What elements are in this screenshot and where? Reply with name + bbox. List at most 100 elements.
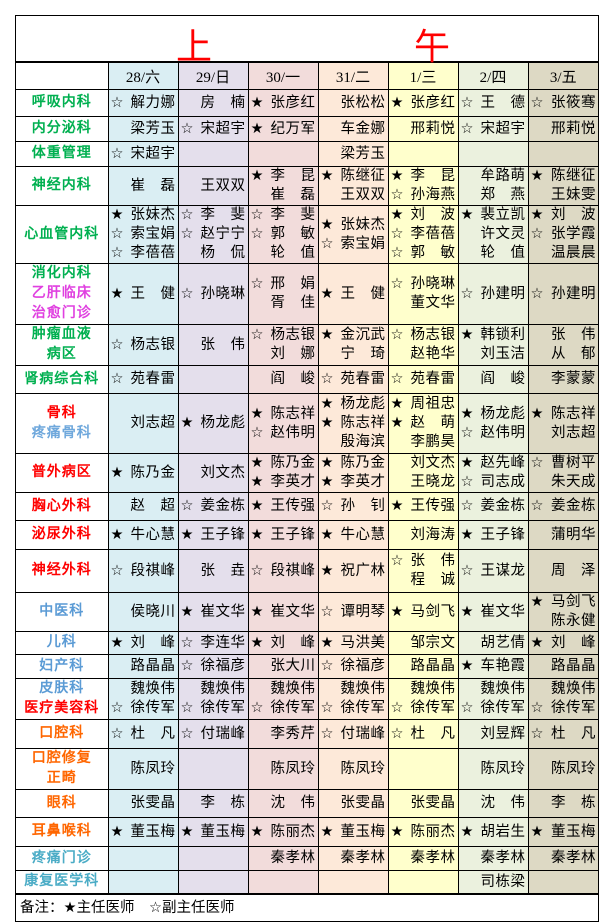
doctor-name: ★纪万军 (250, 120, 316, 137)
schedule-cell: 刘志超 (107, 393, 179, 454)
doctor-name: 张 伟 (551, 327, 596, 343)
doctor-name: 魏焕伟 (410, 681, 456, 697)
doctor-name: ★李英才 (250, 474, 316, 490)
schedule-cell: ☆杜 凡 (387, 719, 459, 749)
schedule-cell (527, 141, 598, 167)
doctor-entry: ★陈志祥 (251, 405, 316, 424)
doctor-name: 程 诚 (410, 572, 456, 588)
doctor-entry: 王双双 (181, 177, 246, 196)
doctor-name: ★崔文华 (180, 603, 246, 620)
doctor-name: ☆宋超宇 (110, 145, 176, 162)
doctor-entry: ☆姜金栋 (181, 497, 246, 516)
doctor-entry: ★陈乃金 (111, 464, 176, 483)
schedule-cell (247, 870, 319, 894)
doctor-entry: ☆张 伟 (391, 552, 456, 571)
schedule-cell: ★董玉梅 (317, 817, 389, 847)
doctor-name: 邢莉悦 (410, 120, 456, 137)
doctor-entry: ★陈志祥 (531, 405, 597, 424)
schedule-cell: ☆宋超宇 (107, 141, 179, 167)
schedule-cell: ☆孙建明 (527, 263, 598, 325)
department-row: 泌尿外科 ★牛心慧 ★王子锋 ★王子锋 ★牛心慧 刘海涛 ★王子锋 蒲明华 (16, 520, 598, 550)
doctor-name: 陈凤玲 (130, 760, 176, 777)
doctor-entry: ★李 昆 (391, 167, 456, 186)
schedule-cell: 张雯晶 (387, 789, 459, 818)
doctor-name: 路晶晶 (130, 658, 176, 674)
schedule-cell (177, 365, 249, 394)
doctor-entry: ★陈乃金 (321, 454, 386, 473)
department-row: 眼科 张雯晶 李 栋 沈 伟 张雯晶 张雯晶 沈 伟 李 栋 (16, 789, 598, 818)
doctor-name: 陈凤玲 (480, 760, 526, 777)
schedule-cell: ★牛心慧 (317, 520, 389, 550)
schedule-cell: ☆付瑞峰 (177, 719, 249, 749)
schedule-cell: ★张妹杰 ☆索宝娟 (317, 205, 389, 264)
doctor-name: ★车艳霞 (460, 658, 526, 674)
doctor-entry: ☆孙晓琳 (391, 275, 456, 294)
department-row: 呼吸内科 ☆解力娜房 楠 ★张彦红 张松松 ★张彦红 ☆王 德 ☆张筱骞 (16, 89, 598, 117)
doctor-name: 宁 琦 (340, 346, 386, 362)
department-row: 口腔修复 正畸 陈凤玲 陈凤玲 陈凤玲 陈凤玲 陈凤玲 (16, 748, 598, 790)
doctor-name: ☆邢 娟 (250, 276, 316, 292)
doctor-name: 魏焕伟 (270, 681, 316, 697)
doctor-entry: 殷海滨 (321, 433, 386, 452)
doctor-name: ☆付瑞峰 (320, 725, 386, 742)
doctor-name: 轮 值 (480, 245, 526, 261)
doctor-name: ★陈继征 (530, 168, 596, 184)
department-name: 内分泌科 (16, 116, 109, 142)
doctor-name: ☆张学霞 (530, 226, 596, 242)
schedule-cell: 魏焕伟 ☆徐传军 (107, 678, 179, 720)
doctor-name: ☆王 德 (460, 94, 526, 111)
doctor-entry: ★王传强 (251, 497, 316, 516)
doctor-name: ★李 昆 (390, 168, 456, 184)
doctor-entry: 魏焕伟 (321, 680, 386, 699)
department-label: 乙肝临床 (31, 286, 92, 301)
doctor-entry: 路晶晶 (391, 657, 456, 676)
doctor-entry: 李蒙蒙 (531, 370, 597, 389)
doctor-name: 郑 燕 (480, 187, 526, 203)
schedule-cell (107, 870, 179, 894)
schedule-table: 28/六 29/日 30/一 31/二 1/三 2/四 3/五 呼吸内科 ☆解力娜房 楠 ★张彦红… (16, 62, 598, 894)
doctor-entry: ☆徐传军 (251, 699, 316, 718)
doctor-name: ☆李蓓蓓 (110, 245, 176, 261)
schedule-cell: 刘海涛 (387, 520, 459, 550)
schedule-cell: ☆苑春雷 (107, 365, 179, 394)
department-label: 口腔修复 (31, 751, 92, 766)
doctor-name: ★赵 萌 (390, 415, 456, 431)
doctor-entry: ☆苑春雷 (321, 370, 386, 389)
schedule-cell: 张 伟 (177, 324, 249, 366)
schedule-cell: 张 伟从 郁 (527, 324, 598, 366)
doctor-entry: ★李英才 (251, 473, 316, 492)
department-row: 内分泌科 梁芳玉 ☆宋超宇 ★纪万军 车金娜 邢莉悦 ☆宋超宇 邢莉悦 (16, 116, 598, 142)
doctor-entry: 房 楠 (181, 94, 246, 113)
schedule-cell: 梁芳玉 (317, 141, 389, 167)
doctor-name: 刘 娜 (270, 346, 316, 362)
department-label: 体重管理 (31, 146, 92, 161)
schedule-cell (177, 141, 249, 167)
doctor-entry: ★王子锋 (181, 526, 246, 545)
schedule-cell: ★陈继征 王妹雯 (527, 166, 598, 206)
doctor-name: 刘文杰 (200, 464, 246, 481)
schedule-cell: ★牛心慧 (107, 520, 179, 550)
schedule-cell: ☆宋超宇 (177, 116, 249, 142)
doctor-name: ☆赵宁宁 (180, 226, 246, 242)
schedule-cell: 陈凤玲 (317, 748, 389, 790)
doctor-entry: ☆邢 娟 (251, 275, 316, 294)
title-bar: 上 午 (16, 16, 598, 68)
doctor-entry: 秦孝林 (391, 849, 456, 868)
schedule-cell: ★王 健 (317, 263, 389, 325)
schedule-cell: ★纪万军 (247, 116, 319, 142)
schedule-cell: 李蒙蒙 (527, 365, 598, 394)
doctor-name: 张雯晶 (130, 795, 176, 811)
schedule-cell: ☆姜金栋 (177, 492, 249, 521)
day-header: 29/日 (177, 62, 249, 90)
schedule-cell: ★赵先峰 ☆司志成 (457, 453, 529, 493)
doctor-name: ★陈乃金 (320, 455, 386, 471)
department-label: 眼科 (46, 795, 77, 811)
schedule-cell: ★张妹杰 ☆索宝娟 ☆李蓓蓓 (107, 205, 179, 264)
schedule-cell: 胡艺倩 (457, 631, 529, 655)
doctor-entry: ★张妹杰 (321, 216, 386, 235)
doctor-entry: ★祝广林 (321, 562, 386, 581)
department-row: 中医科 侯晓川 ★崔文华 ★崔文华 ☆谭明琴 ★马剑飞 ★崔文华 ★马剑飞 陈永健 (16, 592, 598, 632)
doctor-name: 刘玉洁 (480, 346, 526, 362)
schedule-cell: ★李 昆 ☆孙海燕 (387, 166, 459, 206)
department-row: 康复医学科 司栋梁 (16, 870, 598, 894)
